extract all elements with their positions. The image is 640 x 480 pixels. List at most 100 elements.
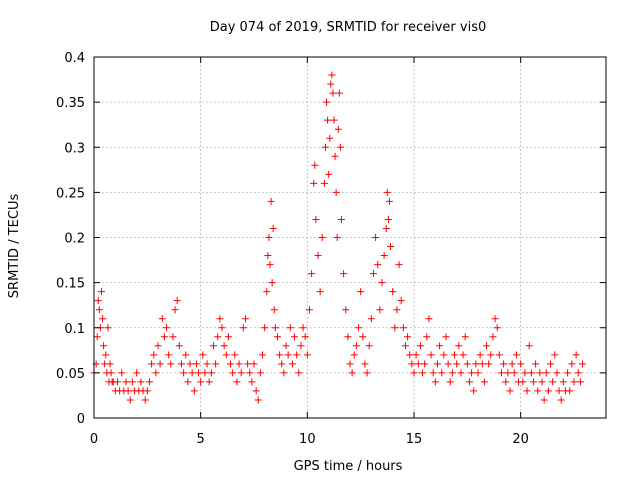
- data-point: [401, 342, 409, 350]
- data-point: [382, 224, 390, 232]
- data-point: [384, 215, 392, 223]
- data-point: [465, 378, 473, 386]
- data-point: [391, 324, 399, 332]
- data-point: [297, 342, 305, 350]
- data-point: [406, 351, 414, 359]
- data-point: [216, 315, 224, 323]
- data-point: [510, 369, 518, 377]
- data-point: [423, 333, 431, 341]
- data-point: [320, 179, 328, 187]
- data-point: [252, 387, 260, 395]
- data-point: [301, 333, 309, 341]
- data-point: [173, 297, 181, 305]
- data-point: [99, 315, 107, 323]
- data-point: [133, 369, 141, 377]
- data-point: [483, 342, 491, 350]
- x-tick-label: 15: [406, 432, 423, 447]
- data-point: [167, 360, 175, 368]
- data-point: [332, 188, 340, 196]
- y-tick-label: 0.35: [56, 96, 85, 111]
- data-point: [376, 306, 384, 314]
- data-point: [408, 360, 416, 368]
- data-point: [410, 369, 418, 377]
- data-point: [268, 279, 276, 287]
- data-point: [544, 387, 552, 395]
- data-point: [222, 351, 230, 359]
- data-point: [529, 378, 537, 386]
- data-point: [102, 351, 110, 359]
- data-point: [154, 342, 162, 350]
- data-point: [568, 360, 576, 368]
- data-point: [145, 378, 153, 386]
- data-point: [150, 351, 158, 359]
- data-point: [165, 351, 173, 359]
- data-point: [318, 234, 326, 241]
- data-point: [118, 369, 126, 377]
- data-point: [399, 324, 407, 332]
- data-point: [329, 89, 337, 97]
- data-point: [455, 342, 463, 350]
- data-point: [429, 369, 437, 377]
- data-point: [359, 333, 367, 341]
- y-tick-label: 0.2: [64, 232, 85, 247]
- data-point: [350, 351, 358, 359]
- data-point: [451, 351, 459, 359]
- data-point: [128, 378, 136, 386]
- data-point: [197, 378, 205, 386]
- data-point: [104, 324, 112, 332]
- data-point: [387, 243, 395, 251]
- data-point: [461, 333, 469, 341]
- data-point: [476, 351, 484, 359]
- data-point: [427, 351, 435, 359]
- y-axis-label: SRMTID / TECUs: [7, 194, 22, 299]
- data-point: [122, 378, 130, 386]
- data-point: [328, 71, 336, 79]
- data-point: [352, 342, 360, 350]
- data-point: [250, 360, 258, 368]
- x-tick-labels: 0 5 10 15 20: [90, 432, 529, 447]
- data-point: [311, 161, 319, 169]
- data-point: [323, 98, 331, 106]
- data-point: [442, 333, 450, 341]
- data-point: [468, 369, 476, 377]
- data-point: [312, 215, 320, 223]
- data-point: [555, 387, 563, 395]
- data-point: [199, 351, 207, 359]
- data-point: [330, 116, 338, 124]
- data-point: [209, 342, 217, 350]
- data-point: [270, 306, 278, 314]
- data-point: [438, 369, 446, 377]
- data-point: [470, 387, 478, 395]
- data-point: [572, 351, 580, 359]
- data-point: [574, 369, 582, 377]
- data-point: [95, 306, 103, 314]
- data-point: [534, 387, 542, 395]
- data-point: [344, 333, 352, 341]
- data-point: [412, 351, 420, 359]
- data-point: [212, 360, 220, 368]
- data-point: [348, 369, 356, 377]
- data-point: [224, 333, 232, 341]
- data-point: [266, 261, 274, 269]
- data-point: [389, 288, 397, 296]
- data-point: [538, 378, 546, 386]
- data-point: [175, 342, 183, 350]
- data-point: [342, 306, 350, 314]
- data-point: [331, 152, 339, 160]
- data-point: [171, 306, 179, 314]
- data-point: [453, 360, 461, 368]
- chart-title: Day 074 of 2019, SRMTID for receiver vis…: [210, 20, 487, 35]
- data-point: [152, 369, 160, 377]
- data-point: [239, 324, 247, 332]
- data-point: [397, 297, 405, 305]
- data-point: [280, 369, 288, 377]
- data-point: [220, 342, 228, 350]
- data-point: [459, 351, 467, 359]
- data-point: [340, 270, 348, 278]
- data-point: [497, 369, 505, 377]
- data-point: [201, 369, 209, 377]
- y-tick-label: 0.1: [64, 322, 85, 337]
- data-point: [521, 369, 529, 377]
- data-point: [100, 342, 108, 350]
